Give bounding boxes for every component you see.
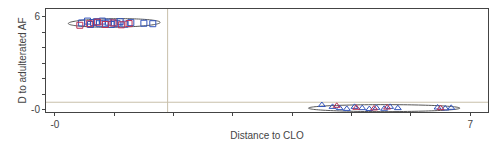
svg-text:Distance to CLO: Distance to CLO	[230, 130, 304, 141]
svg-text:-0: -0	[50, 119, 59, 130]
svg-text:-0: -0	[31, 104, 40, 115]
svg-text:7: 7	[467, 119, 473, 130]
svg-text:6: 6	[34, 11, 40, 22]
svg-text:D to adulterated AF: D to adulterated AF	[17, 17, 28, 103]
